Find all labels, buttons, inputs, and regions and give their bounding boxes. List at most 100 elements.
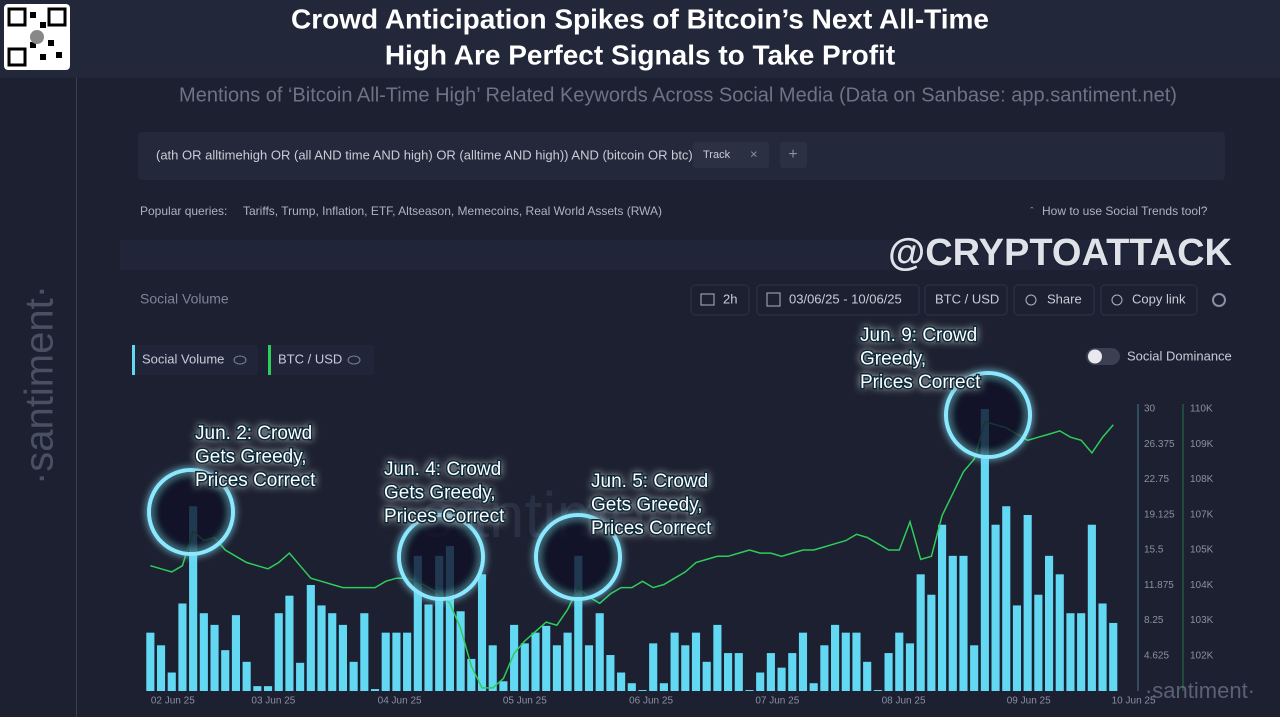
bar bbox=[178, 603, 187, 691]
settings-icon[interactable] bbox=[1212, 293, 1226, 307]
price-line bbox=[150, 420, 1114, 689]
interval-button[interactable] bbox=[690, 284, 750, 316]
x-tick-label: 02 Jun 25 bbox=[151, 696, 195, 707]
annotation: Prices Correct bbox=[591, 518, 712, 539]
date-range: 03/06/25 - 10/06/25 bbox=[789, 291, 902, 306]
bar bbox=[520, 643, 529, 691]
popular-label: Popular queries: bbox=[140, 204, 227, 218]
x-tick-label: 05 Jun 25 bbox=[503, 696, 547, 707]
bar bbox=[574, 555, 583, 691]
bar bbox=[253, 686, 262, 691]
y2-tick-label: 103K bbox=[1190, 615, 1214, 626]
x-tick-label: 07 Jun 25 bbox=[755, 696, 799, 707]
bar bbox=[156, 645, 166, 691]
add-button[interactable] bbox=[780, 142, 807, 168]
legend-swatch bbox=[268, 345, 271, 375]
corner-logo: ·santiment· bbox=[1145, 678, 1255, 703]
popular-queries[interactable]: Tariffs, Trump, Inflation, ETF, Altseaso… bbox=[243, 204, 662, 218]
bar bbox=[338, 624, 347, 691]
bar bbox=[831, 624, 840, 691]
bar bbox=[499, 681, 508, 691]
y-tick-label: 22.75 bbox=[1144, 474, 1169, 485]
annotation: Greedy, bbox=[860, 349, 926, 370]
bar bbox=[360, 613, 369, 691]
bar bbox=[1109, 622, 1118, 691]
bar bbox=[809, 683, 818, 691]
bar bbox=[606, 655, 615, 691]
pair: BTC / USD bbox=[935, 291, 999, 306]
eye-icon[interactable] bbox=[347, 355, 361, 365]
bar bbox=[1098, 603, 1107, 691]
y2-tick-label: 105K bbox=[1190, 545, 1214, 556]
remove-icon[interactable]: × bbox=[750, 146, 758, 161]
side-logo: ·santiment· bbox=[18, 285, 62, 485]
bar bbox=[231, 615, 241, 691]
bar bbox=[766, 653, 775, 691]
bar bbox=[189, 506, 198, 691]
pair-button[interactable] bbox=[924, 284, 1008, 316]
bar bbox=[488, 645, 497, 691]
annotation: Prices Correct bbox=[195, 470, 316, 491]
bar bbox=[221, 650, 230, 691]
bar bbox=[1055, 574, 1064, 691]
bar bbox=[210, 624, 219, 691]
date-button[interactable] bbox=[756, 284, 920, 316]
y2-tick-label: 108K bbox=[1190, 474, 1214, 485]
chevron: ˆ bbox=[1030, 206, 1034, 218]
bar bbox=[841, 632, 850, 691]
legend-item[interactable] bbox=[268, 345, 374, 375]
bar bbox=[948, 555, 957, 691]
bar bbox=[445, 546, 454, 691]
bar bbox=[884, 653, 893, 691]
legend: Social Volume BTC / USD bbox=[132, 345, 374, 375]
bar bbox=[477, 574, 487, 691]
bar bbox=[552, 645, 561, 691]
eye-icon[interactable] bbox=[233, 355, 247, 365]
title-line: Crowd Anticipation Spikes of Bitcoin’s N… bbox=[291, 3, 989, 34]
bar bbox=[991, 524, 1000, 691]
bar bbox=[980, 409, 989, 691]
bar bbox=[413, 555, 422, 691]
annotation: Gets Greedy, bbox=[591, 495, 703, 516]
bar bbox=[970, 645, 979, 691]
bar bbox=[328, 613, 337, 691]
bar bbox=[734, 653, 743, 691]
bar bbox=[1002, 506, 1011, 691]
y-tick-label: 15.5 bbox=[1144, 545, 1164, 556]
legend-label: Social Volume bbox=[142, 351, 224, 366]
bar bbox=[510, 624, 519, 691]
bar bbox=[349, 661, 358, 691]
y-tick-label: 30 bbox=[1144, 404, 1156, 415]
bar bbox=[285, 595, 294, 691]
bar bbox=[659, 683, 668, 691]
bar bbox=[895, 632, 904, 691]
annotation: Jun. 5: Crowd bbox=[591, 471, 708, 492]
copy-button[interactable] bbox=[1100, 284, 1198, 316]
share-label: Share bbox=[1047, 291, 1082, 306]
track-label: Track bbox=[703, 149, 731, 161]
toggle-label: Social Dominance bbox=[1127, 348, 1232, 363]
y-tick-label: 4.625 bbox=[1144, 650, 1169, 661]
bar bbox=[745, 690, 754, 691]
bar bbox=[916, 574, 925, 691]
toolbar: 2h 03/06/25 - 10/06/25 BTC / USD Share C… bbox=[690, 284, 1226, 316]
legend-item[interactable] bbox=[132, 345, 258, 375]
bar bbox=[798, 632, 808, 691]
bar bbox=[820, 645, 829, 691]
bar bbox=[873, 690, 882, 691]
bar bbox=[938, 524, 947, 691]
help-link[interactable]: How to use Social Trends tool? bbox=[1042, 204, 1208, 218]
legend-label: BTC / USD bbox=[278, 351, 342, 366]
track-chip[interactable] bbox=[693, 142, 769, 168]
bar bbox=[563, 632, 572, 691]
bar bbox=[467, 658, 476, 691]
bar bbox=[691, 632, 701, 691]
share-button[interactable] bbox=[1013, 284, 1095, 316]
highlight-circle bbox=[534, 513, 622, 601]
interval-icon bbox=[700, 293, 715, 306]
bar bbox=[531, 632, 540, 691]
query-text: (ath OR alltimehigh OR (all AND time AND… bbox=[156, 147, 693, 162]
annotation: Gets Greedy, bbox=[384, 483, 496, 504]
annotation: Jun. 4: Crowd bbox=[384, 459, 501, 480]
bar bbox=[435, 555, 444, 691]
